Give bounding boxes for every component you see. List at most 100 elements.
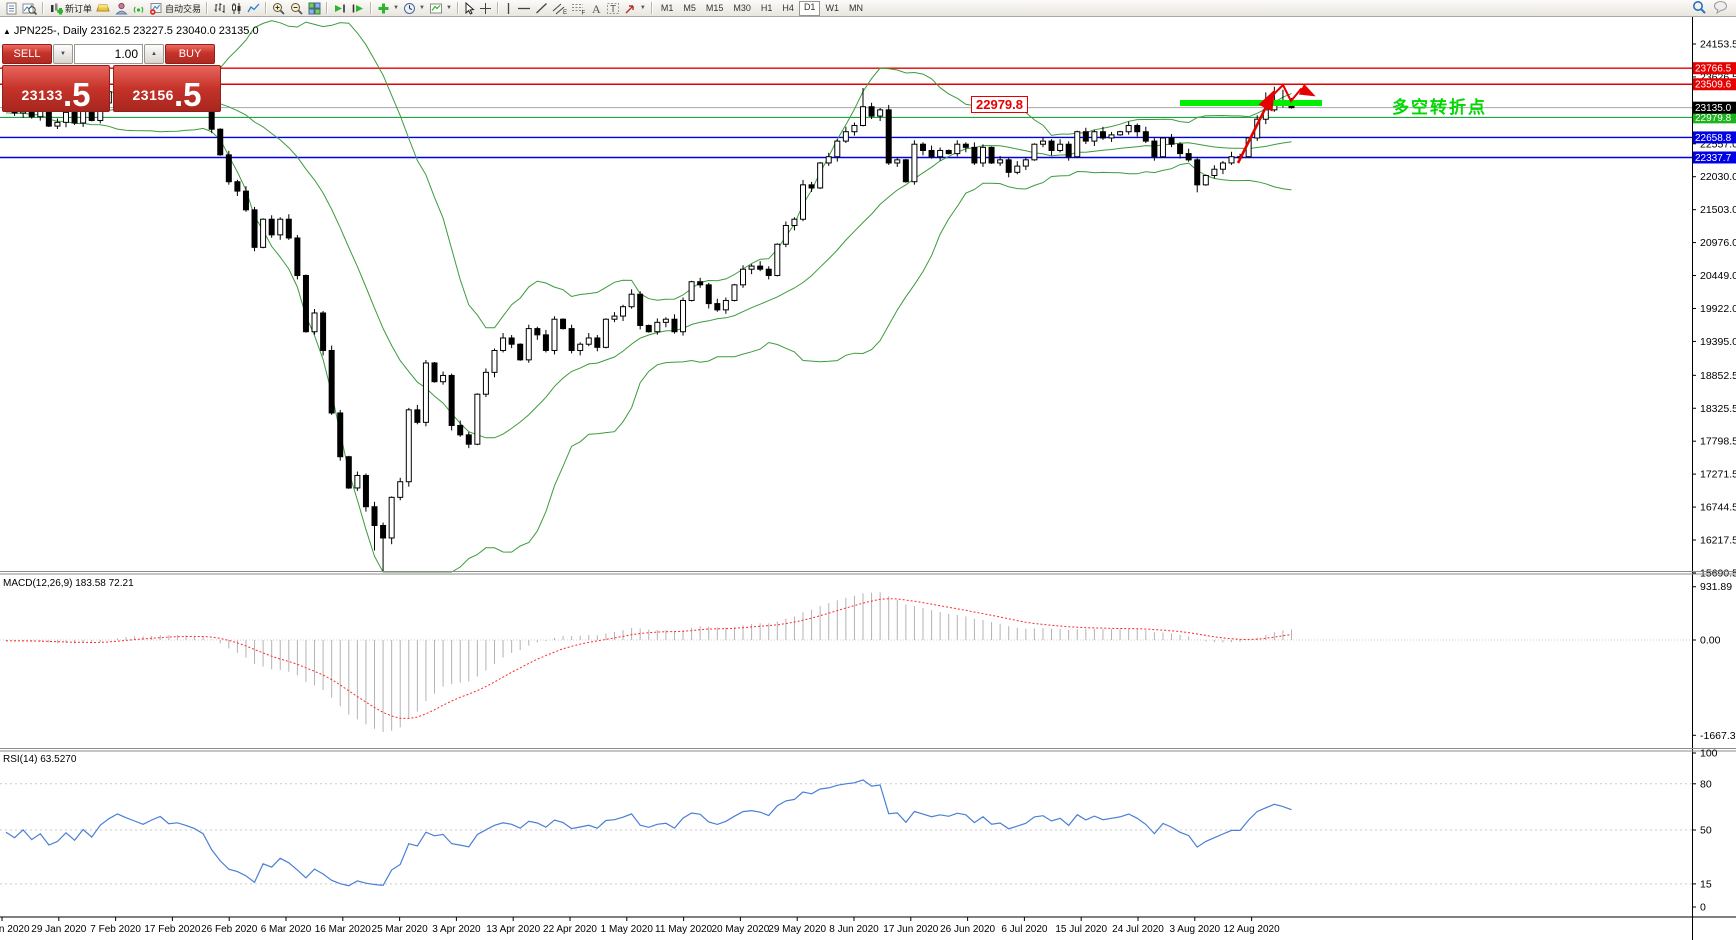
support-bar-object[interactable] [1180, 100, 1322, 106]
periods-button[interactable]: ▼ [401, 1, 427, 16]
candle [1168, 137, 1175, 145]
chart-shift-button[interactable] [349, 1, 367, 16]
candle [1065, 143, 1072, 158]
buy-price-button[interactable]: 23156 .5 [113, 65, 221, 112]
text-label-button[interactable]: T [604, 1, 622, 16]
date-tick-label: 17 Feb 2020 [144, 924, 201, 935]
crosshair-button[interactable] [477, 1, 494, 16]
zoom-out-button[interactable] [288, 1, 306, 16]
timeframe-w1[interactable]: W1 [825, 2, 839, 13]
volume-input[interactable] [74, 44, 143, 64]
autotrading-button[interactable]: 自动交易 [147, 1, 203, 16]
candle [988, 146, 995, 164]
price-tick-label: 16744.5 [1700, 502, 1736, 514]
candle [465, 434, 472, 445]
tile-windows-button[interactable] [306, 1, 323, 16]
vertical-line-button[interactable] [502, 1, 515, 16]
candle [791, 218, 798, 226]
volume-decrease-button[interactable]: ▼ [53, 44, 73, 64]
channel-button[interactable]: E [550, 1, 569, 16]
turning-point-label[interactable]: 多空转折点 [1392, 98, 1487, 117]
candle [388, 496, 395, 539]
zigzag-arrow-object[interactable] [1270, 83, 1316, 103]
horizontal-line-icon [517, 2, 531, 15]
timeframe-h1[interactable]: H1 [760, 2, 773, 13]
trendline-button[interactable] [533, 1, 550, 16]
timeframe-m1[interactable]: M1 [660, 2, 674, 13]
bar-chart-icon [213, 2, 226, 15]
candle [277, 218, 284, 236]
chat-icon[interactable] [1713, 0, 1729, 16]
candle [602, 318, 609, 348]
cursor-button[interactable] [462, 1, 477, 16]
horizontal-line-button[interactable] [515, 1, 533, 16]
up-arrow-object[interactable] [1236, 89, 1275, 164]
charts-list-button[interactable] [3, 1, 20, 16]
candle [320, 312, 327, 351]
candle [705, 284, 712, 305]
signals-button[interactable] [130, 1, 147, 16]
timeframe-h4[interactable]: H4 [782, 2, 794, 13]
candle [628, 293, 635, 308]
price-tick-label: 15690.5 [1700, 567, 1736, 579]
date-tick-label: 20 Jan 2020 [0, 924, 30, 935]
trendline-icon [535, 2, 548, 15]
timeframe-m15[interactable]: M15 [705, 2, 724, 13]
date-tick-label: 13 Apr 2020 [486, 924, 540, 935]
candle [285, 218, 292, 239]
date-tick-label: 3 Aug 2020 [1169, 924, 1220, 935]
templates-button[interactable]: ▼ [427, 1, 454, 16]
autoscroll-button[interactable] [331, 1, 349, 16]
indicators-button[interactable]: ▼ [375, 1, 401, 16]
macd-tick-label: 0.00 [1700, 635, 1721, 647]
timeframe-m30[interactable]: M30 [733, 2, 751, 13]
price-tick-label: 19395.0 [1700, 336, 1736, 348]
text-button[interactable]: A [588, 1, 604, 16]
timeframe-m5[interactable]: M5 [683, 2, 696, 13]
signal-waves-icon [132, 2, 145, 15]
deposit-button[interactable] [94, 1, 113, 16]
timeframe-d1[interactable]: D1 [798, 0, 821, 16]
fibonacci-button[interactable]: F [569, 1, 588, 16]
candle [251, 209, 258, 248]
bar-chart-button[interactable] [211, 1, 228, 16]
volume-increase-button[interactable]: ▲ [144, 44, 164, 64]
candle [482, 371, 489, 395]
date-tick-label: 12 Aug 2020 [1224, 924, 1281, 935]
candle [928, 149, 935, 158]
new-order-button[interactable]: 新订单 [47, 1, 94, 16]
candle [585, 337, 592, 345]
tile-windows-icon [308, 2, 321, 15]
buy-button[interactable]: BUY [165, 44, 215, 64]
candle [800, 184, 807, 220]
svg-text:A: A [592, 2, 601, 15]
zoom-in-button[interactable] [270, 1, 288, 16]
candle [517, 343, 524, 361]
sell-price-button[interactable]: 23133 .5 [2, 65, 110, 112]
clock-icon [403, 2, 416, 15]
candle [1117, 131, 1124, 136]
candle [997, 159, 1004, 164]
candle [722, 299, 729, 311]
line-chart-button[interactable] [245, 1, 262, 16]
gold-bar-icon [96, 2, 111, 14]
price-tick-label: 18852.5 [1700, 370, 1736, 382]
market-watch-button[interactable] [20, 1, 39, 16]
arrows-tool-button[interactable]: ▼ [622, 1, 648, 16]
sell-button[interactable]: SELL [2, 44, 52, 64]
community-button[interactable] [113, 1, 130, 16]
price-tick-label: 17798.5 [1700, 436, 1736, 448]
timeframe-mn[interactable]: MN [848, 2, 863, 13]
autotrading-icon [149, 2, 163, 15]
search-icon[interactable] [1692, 0, 1707, 16]
candle [868, 106, 875, 117]
candlestick-chart-icon [230, 2, 243, 15]
candlestick-chart-button[interactable] [228, 1, 245, 16]
candle [748, 265, 755, 270]
candle [1134, 124, 1141, 133]
price-callout-object[interactable]: 22979.8 [971, 96, 1028, 113]
candle [62, 111, 69, 123]
arrows-tool-icon [624, 2, 637, 15]
candle [1022, 159, 1029, 167]
